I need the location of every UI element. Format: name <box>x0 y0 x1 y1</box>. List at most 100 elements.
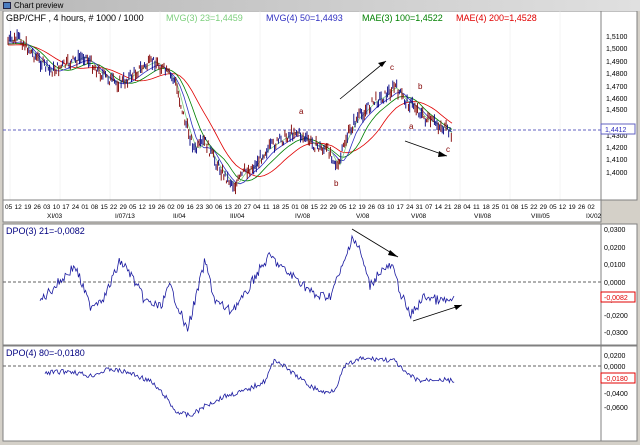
date-tick-label: 30 <box>206 204 214 211</box>
date-tick-label: 03 <box>377 204 385 211</box>
dpo1-tick-label: -0,0300 <box>604 330 628 337</box>
wave-label-a1: a <box>299 107 304 116</box>
period-tick-label: II/04 <box>173 213 186 220</box>
date-tick-label: 02 <box>167 204 175 211</box>
date-tick-label: 13 <box>225 204 233 211</box>
date-tick-label: 12 <box>349 204 357 211</box>
wave-label-c2: c <box>446 145 450 154</box>
date-tick-label: 04 <box>253 204 261 211</box>
title-bar[interactable]: Chart preview <box>0 0 640 11</box>
price-tick-label: 1,4600 <box>606 96 628 103</box>
date-tick-label: 15 <box>311 204 319 211</box>
date-axis-background <box>2 199 602 223</box>
wave-label-a2: a <box>409 122 414 131</box>
date-tick-label: 19 <box>358 204 366 211</box>
date-tick-label: 06 <box>215 204 223 211</box>
date-axis: 05 12 19 26 03 10 17 24 01 08 15 22 29 05 12 19 26 02 09 16… <box>2 199 602 223</box>
period-axis-labels: XI/03 I/07/13 II/04 III/04 IV/08 V/08 VI/08 VII… <box>47 213 602 220</box>
uptrend-arrow <box>339 60 387 100</box>
date-tick-label: 01 <box>292 204 300 211</box>
wave-label-b1: b <box>334 179 339 188</box>
date-tick-label: 05 <box>339 204 347 211</box>
date-axis-labels: 05 12 19 26 03 10 17 24 01 08 15 22 29 05 12 19 26 02 09 16… <box>5 204 595 211</box>
date-tick-label: 24 <box>72 204 80 211</box>
uptrend-arrow-head <box>378 61 386 67</box>
date-tick-label: 04 <box>463 204 471 211</box>
mae3-line <box>7 43 453 182</box>
dpo2-axis-background <box>600 345 638 442</box>
period-tick-label: VIII/05 <box>531 213 550 220</box>
date-tick-label: 29 <box>120 204 128 211</box>
dpo2-title: DPO(4) 80=-0,0180 <box>6 348 85 358</box>
date-tick-label: 26 <box>368 204 376 211</box>
dpo1-tick-label: 0,0300 <box>604 227 626 234</box>
date-tick-label: 28 <box>454 204 462 211</box>
dpo2-tick-label: -0,0400 <box>604 391 628 398</box>
period-tick-label: XI/03 <box>47 213 63 220</box>
price-tick-label: 1,4500 <box>606 107 628 114</box>
period-tick-label: VI/08 <box>411 213 427 220</box>
chart-window-icon <box>3 2 11 9</box>
window-title: Chart preview <box>14 1 64 10</box>
date-tick-label: 18 <box>272 204 280 211</box>
date-tick-label: 31 <box>416 204 424 211</box>
date-tick-label: 18 <box>483 204 491 211</box>
price-tick-label: 1,4700 <box>606 84 628 91</box>
date-tick-label: 05 <box>5 204 13 211</box>
dpo1-value-box <box>600 291 636 303</box>
date-tick-label: 05 <box>129 204 137 211</box>
mae4-line <box>8 44 453 177</box>
dpo1-tick-label: 0,0100 <box>604 262 626 269</box>
dpo1-up-arrow-head <box>454 305 462 310</box>
date-tick-label: 09 <box>177 204 185 211</box>
date-tick-label: 02 <box>588 204 596 211</box>
dpo1-line <box>39 234 455 332</box>
dpo1-tick-label: 0,0200 <box>604 245 626 252</box>
date-tick-label: 10 <box>53 204 61 211</box>
date-tick-label: 01 <box>502 204 510 211</box>
price-tick-label: 1,4800 <box>606 71 628 78</box>
date-tick-label: 27 <box>244 204 252 211</box>
current-price-label: 1,4412 <box>605 127 627 134</box>
date-tick-label: 17 <box>397 204 405 211</box>
date-tick-label: 20 <box>234 204 242 211</box>
main-plot-background <box>2 11 602 201</box>
main-chart-panel[interactable]: a b c b a c GBP/CHF , 4 hours, # 1000 / … <box>2 11 638 201</box>
date-tick-label: 22 <box>530 204 538 211</box>
price-tick-label: 1,4000 <box>606 170 628 177</box>
dpo1-title: DPO(3) 21=-0,0082 <box>6 226 85 236</box>
dpo2-value: -0,0180 <box>604 376 628 383</box>
dpo1-value: -0,0082 <box>604 295 628 302</box>
date-tick-label: 19 <box>148 204 156 211</box>
dpo2-plot-background <box>2 345 602 442</box>
date-tick-label: 12 <box>559 204 567 211</box>
date-tick-label: 08 <box>301 204 309 211</box>
dpo1-panel[interactable]: DPO(3) 21=-0,0082 0,0300 0,0200 0,0100 0,00… <box>2 223 638 346</box>
price-axis-labels: 1,5100 1,5000 1,4900 1,4800 1,4700 1,4600 1,45… <box>606 34 628 177</box>
symbol-label: GBP/CHF , 4 hours, # 1000 / 1000 <box>6 13 144 23</box>
period-tick-label: V/08 <box>356 213 370 220</box>
date-tick-label: 29 <box>540 204 548 211</box>
date-tick-label: 26 <box>34 204 42 211</box>
date-tick-label: 21 <box>444 204 452 211</box>
dpo1-axis-background <box>600 223 638 346</box>
mvg3-label: MVG(3) 23=1,4459 <box>166 13 243 23</box>
date-tick-label: 07 <box>425 204 433 211</box>
price-tick-label: 1,4100 <box>606 157 628 164</box>
date-tick-label: 12 <box>15 204 23 211</box>
dpo1-tick-label: -0,0200 <box>604 313 628 320</box>
current-price-box <box>600 123 636 135</box>
wave-label-c1: c <box>390 63 394 72</box>
dpo1-tick-label: 0,0000 <box>604 280 626 287</box>
price-tick-label: 1,5000 <box>606 46 628 53</box>
date-tick-label: 15 <box>101 204 109 211</box>
dpo2-line <box>44 355 455 418</box>
mae3-label: MAE(3) 100=1,4522 <box>362 13 443 23</box>
date-tick-label: 26 <box>578 204 586 211</box>
date-tick-label: 08 <box>511 204 519 211</box>
period-tick-label: I/07/13 <box>115 213 135 220</box>
date-tick-label: 03 <box>43 204 51 211</box>
dpo2-tick-label: 0,0200 <box>604 353 626 360</box>
dpo1-up-arrow <box>412 304 463 322</box>
dpo2-panel[interactable]: DPO(4) 80=-0,0180 0,02000,0000-0,0200-0,… <box>2 345 638 442</box>
